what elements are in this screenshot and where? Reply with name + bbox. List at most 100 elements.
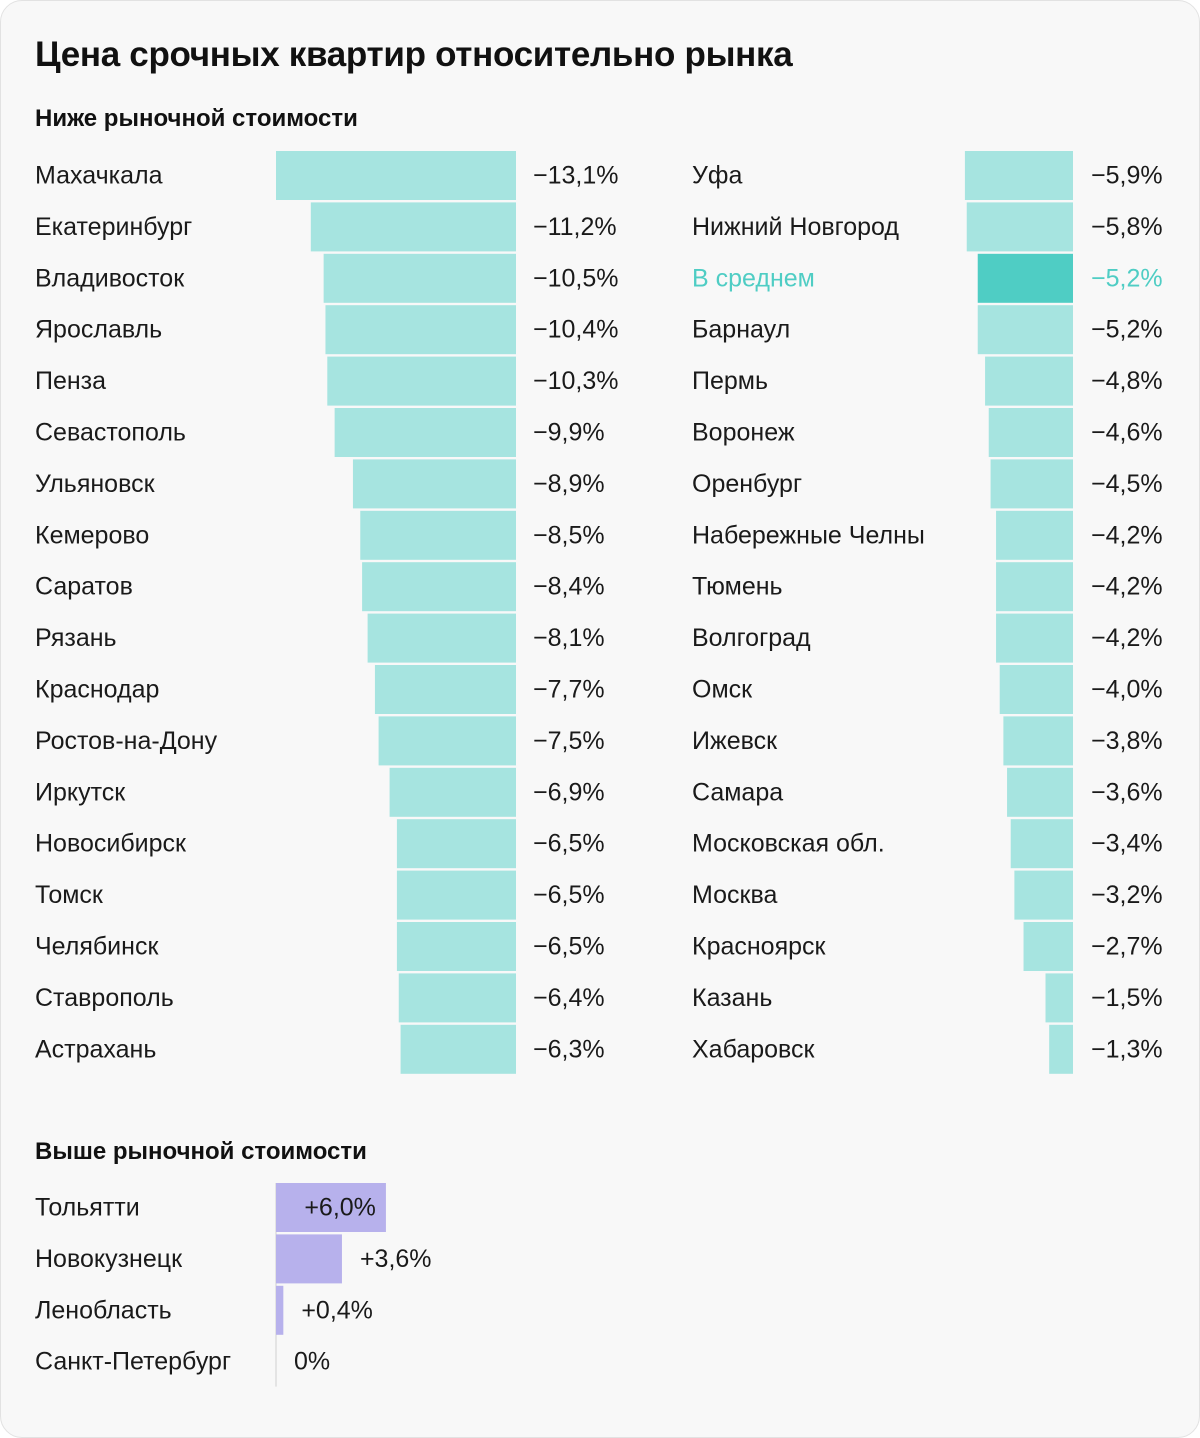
bar — [990, 459, 1073, 509]
value-label: −13,1% — [533, 162, 619, 190]
category-label: Рязань — [35, 624, 117, 652]
value-label: −8,4% — [533, 573, 605, 601]
value-label: −4,8% — [1091, 367, 1163, 395]
category-label: Пенза — [35, 367, 106, 395]
value-label: −3,6% — [1091, 778, 1163, 806]
bar — [999, 665, 1073, 714]
bar — [276, 1234, 342, 1284]
value-label: −5,8% — [1091, 213, 1163, 241]
bar — [985, 356, 1073, 406]
category-label: Ленобласть — [35, 1296, 172, 1324]
category-label: Астрахань — [35, 1035, 156, 1063]
value-label: −1,3% — [1091, 1035, 1163, 1063]
category-label: Ярославль — [35, 316, 162, 344]
category-label: Новокузнецк — [35, 1245, 183, 1273]
category-label: Барнаул — [692, 316, 790, 344]
bar — [988, 408, 1073, 457]
bar — [389, 767, 516, 817]
value-label: −8,5% — [533, 521, 605, 549]
category-label: Волгоград — [692, 624, 811, 652]
bar — [1010, 819, 1073, 869]
value-label: 0% — [294, 1348, 330, 1376]
bar — [378, 716, 516, 766]
bar — [327, 356, 516, 406]
value-label: −1,5% — [1091, 984, 1163, 1012]
value-label: −6,5% — [533, 881, 605, 909]
category-label: Омск — [692, 676, 753, 704]
value-label: −9,9% — [533, 419, 605, 447]
value-label: −5,2% — [1091, 264, 1163, 292]
bar — [996, 562, 1073, 612]
bar — [325, 305, 516, 355]
bar — [1045, 973, 1073, 1023]
category-label: Уфа — [692, 162, 742, 190]
bar — [276, 1285, 284, 1335]
value-label: −5,9% — [1091, 162, 1163, 190]
value-label: −10,4% — [533, 316, 619, 344]
value-label: −3,8% — [1091, 727, 1163, 755]
bar — [1007, 767, 1073, 817]
value-label: +3,6% — [360, 1245, 432, 1273]
category-label: Кемерово — [35, 521, 149, 549]
bar — [367, 613, 516, 663]
category-label: Ульяновск — [35, 470, 156, 498]
bar — [396, 819, 516, 869]
category-label: Севастополь — [35, 419, 186, 447]
bar — [276, 1183, 386, 1232]
category-label: Санкт-Петербург — [35, 1348, 231, 1376]
bar — [996, 613, 1073, 663]
category-label: Казань — [692, 984, 772, 1012]
value-label: −6,9% — [533, 778, 605, 806]
category-label: Московская обл. — [692, 830, 885, 858]
bar — [323, 253, 516, 303]
category-label: Тольятти — [35, 1194, 140, 1222]
chart-title: Цена срочных квартир относительно рынка — [35, 35, 793, 74]
value-label: −7,7% — [533, 676, 605, 704]
bar — [964, 151, 1073, 200]
bar — [400, 1024, 516, 1074]
value-label: −4,2% — [1091, 573, 1163, 601]
bar — [1014, 870, 1073, 920]
bar — [362, 562, 516, 612]
category-label: Ижевск — [692, 727, 778, 755]
value-label: −8,1% — [533, 624, 605, 652]
value-label: −6,3% — [533, 1035, 605, 1063]
bar — [966, 202, 1073, 252]
bar — [334, 408, 516, 457]
value-label: −4,2% — [1091, 521, 1163, 549]
category-label: Томск — [35, 881, 104, 909]
bar — [310, 202, 516, 252]
value-label: −11,2% — [533, 213, 617, 241]
value-label: +0,4% — [301, 1296, 373, 1324]
value-label: −2,7% — [1091, 933, 1163, 961]
bar — [996, 510, 1073, 560]
category-label: Саратов — [35, 573, 133, 601]
value-label: −6,4% — [533, 984, 605, 1012]
value-label: −6,5% — [533, 933, 605, 961]
category-label: Ростов-на-Дону — [35, 727, 218, 755]
category-label: Новосибирск — [35, 830, 187, 858]
bar — [276, 151, 516, 200]
bar — [1003, 716, 1073, 766]
bar — [1049, 1024, 1073, 1074]
bar — [977, 253, 1073, 303]
value-label: −10,5% — [533, 264, 619, 292]
category-label: В среднем — [692, 264, 815, 292]
category-label: Самара — [692, 778, 783, 806]
bar — [352, 459, 516, 509]
bar — [374, 665, 516, 714]
value-label: −6,5% — [533, 830, 605, 858]
value-label: −7,5% — [533, 727, 605, 755]
category-label: Пермь — [692, 367, 768, 395]
category-label: Оренбург — [692, 470, 802, 498]
category-label: Махачкала — [35, 162, 163, 190]
category-label: Тюмень — [692, 573, 783, 601]
category-label: Нижний Новгород — [692, 213, 899, 241]
value-label: −4,5% — [1091, 470, 1163, 498]
value-label: +6,0% — [304, 1194, 376, 1222]
section-above-heading: Выше рыночной стоимости — [35, 1138, 367, 1165]
category-label: Хабаровск — [692, 1035, 816, 1063]
bar — [396, 870, 516, 920]
